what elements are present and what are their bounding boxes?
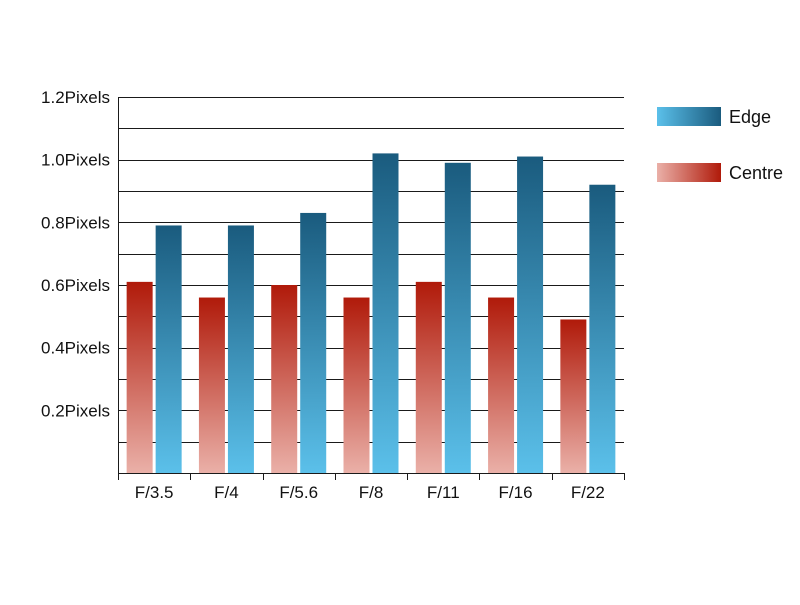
bar-centre-f4 (198, 297, 225, 473)
legend-label-centre: Centre (729, 163, 783, 183)
bar-centre-f35 (126, 281, 153, 473)
axis-labels: 0.2Pixels 0.4Pixels 0.6Pixels 0.8Pixels 1.0P… (41, 88, 605, 502)
legend-label-edge: Edge (729, 107, 771, 127)
legend: Edge Centre (657, 107, 783, 183)
bar-centre-f22 (560, 319, 587, 473)
bars (126, 153, 616, 474)
x-tick-label: F/3.5 (135, 483, 174, 502)
y-tick-label: 0.6Pixels (41, 276, 110, 295)
bar-centre-f16 (488, 297, 515, 473)
bar-edge-f8 (372, 153, 399, 473)
bar-centre-f56 (271, 285, 298, 473)
bar-edge-f35 (155, 225, 182, 473)
x-tick-label: F/5.6 (279, 483, 318, 502)
gridlines (118, 97, 624, 443)
bar-edge-f22 (589, 184, 616, 473)
bar-edge-f56 (300, 212, 327, 473)
bar-edge-f16 (517, 156, 544, 474)
y-tick-label: 1.2Pixels (41, 88, 110, 107)
x-tick-label: F/16 (499, 483, 533, 502)
y-tick-label: 0.4Pixels (41, 339, 110, 358)
bar-centre-f11 (415, 281, 442, 473)
legend-swatch-edge (657, 107, 721, 126)
axes (118, 97, 625, 480)
y-tick-label: 1.0Pixels (41, 151, 110, 170)
x-tick-label: F/4 (214, 483, 239, 502)
legend-swatch-centre (657, 163, 721, 182)
bar-edge-f4 (227, 225, 254, 473)
bar-centre-f8 (343, 297, 370, 473)
y-tick-label: 0.2Pixels (41, 401, 110, 420)
bar-edge-f11 (444, 162, 471, 474)
x-tick-label: F/11 (427, 483, 460, 502)
x-tick-label: F/8 (359, 483, 384, 502)
x-tick-label: F/22 (571, 483, 605, 502)
y-tick-label: 0.8Pixels (41, 213, 110, 232)
